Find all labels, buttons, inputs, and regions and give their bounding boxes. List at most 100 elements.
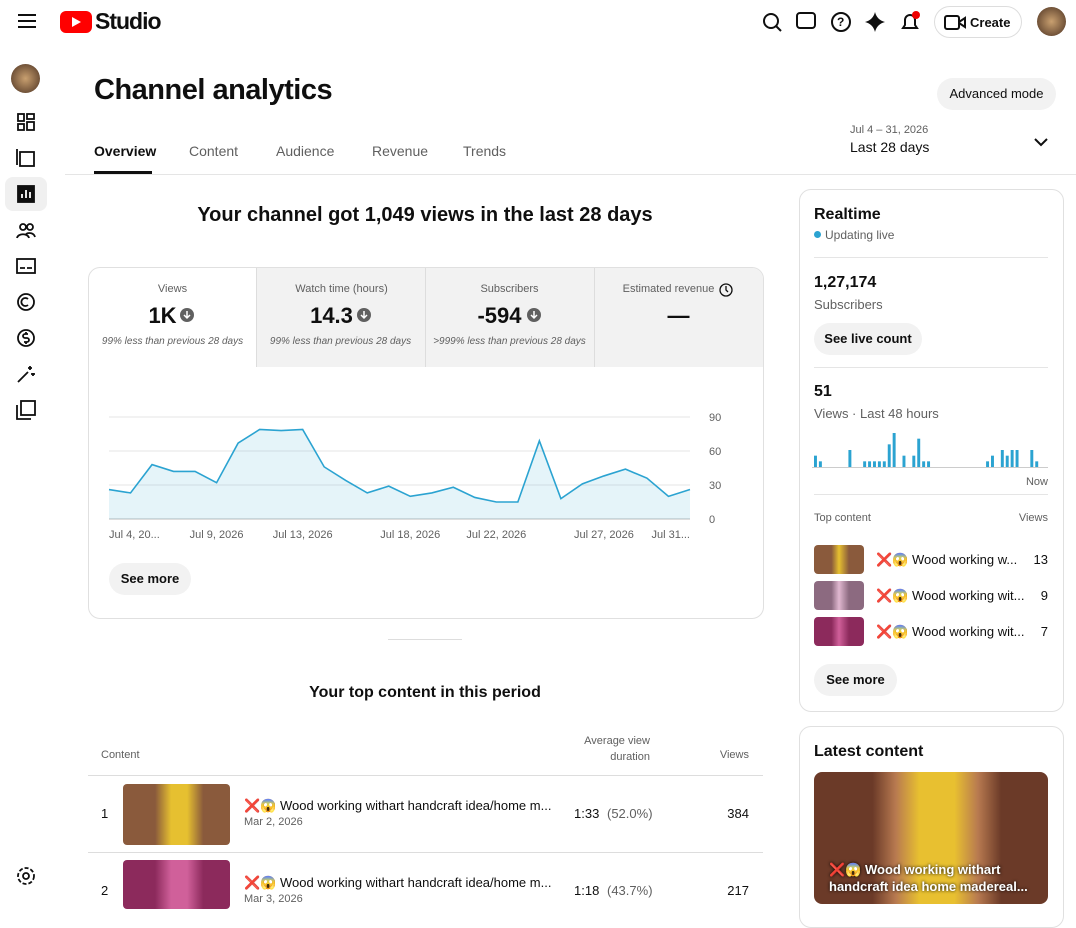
nav-dashboard[interactable] [16,112,36,132]
metric-note: 99% less than previous 28 days [269,336,412,347]
thumbnail[interactable] [814,617,864,646]
live-status: Updating live [825,228,895,242]
nav-settings[interactable] [16,866,36,886]
logo-text: Studio [95,8,162,34]
video-date: Mar 2, 2026 [244,816,303,828]
tab-indicator [94,171,152,174]
duration-percent: (52.0%) [607,806,653,821]
bar [927,461,931,467]
nav-copyright[interactable] [16,292,36,312]
rank: 1 [101,806,109,821]
metric-label[interactable]: Estimated revenue [622,283,715,295]
period[interactable]: Last 28 days [850,139,930,155]
x-tick-label: Jul 27, 2026 [574,529,634,541]
bar [917,438,921,467]
bar [922,461,926,467]
thumbnail[interactable] [123,784,230,845]
tab[interactable]: Revenue [372,143,429,159]
separator [425,268,426,367]
item-title[interactable]: ❌😱 Wood working wit... [876,588,1025,603]
x-tick-label: Jul 18, 2026 [380,529,440,541]
nav-audio[interactable] [16,400,36,420]
channel-avatar[interactable] [11,64,40,93]
bar [912,455,916,467]
see-more-button[interactable]: See more [814,664,897,696]
bar [868,461,872,467]
metric-label[interactable]: Views [157,283,188,295]
advanced-mode-button[interactable]: Advanced mode [937,78,1056,110]
live-dot [814,231,821,238]
create-label: Create [970,15,1011,30]
bar [1010,450,1014,467]
views: 217 [727,883,749,898]
separator [256,268,257,367]
nav-customize[interactable] [16,364,36,384]
analytics-page: Studio ? Create Channel analytics Advanc… [5,6,1076,928]
bar [882,461,886,467]
nav-subtitles[interactable] [16,256,36,276]
page: {"header": {"logo_text": "Studio", "crea… [5,6,1076,928]
realtime-title: Realtime [814,206,881,223]
menu-icon[interactable] [17,13,37,29]
x-tick-label: Jul 4, 20... [109,529,160,541]
area [109,429,690,519]
page-title: Channel analytics [94,74,333,106]
realtime-views: 51 [814,383,832,400]
y-tick-label: 60 [709,446,721,458]
y-tick-label: 90 [709,412,721,424]
rank: 2 [101,883,109,898]
see-more-button[interactable]: See more [109,563,191,595]
thumbnail[interactable] [814,545,864,574]
metric-label[interactable]: Subscribers [480,283,539,295]
item-title[interactable]: ❌😱 Wood working w... [876,552,1018,567]
video-title[interactable]: ❌😱 Wood working withart handcraft idea/h… [244,875,552,890]
live-count-button[interactable]: See live count [814,323,922,355]
metrics-card [88,267,764,619]
metric-note: >999% less than previous 28 days [433,336,586,347]
bar [991,455,994,467]
item-views: 13 [1033,552,1048,567]
period-dropdown[interactable] [1034,137,1048,147]
bar [1015,450,1019,467]
thumbnail[interactable] [814,581,864,610]
divider [388,639,462,640]
item-views: 7 [1040,624,1048,639]
metric-value: — [667,303,690,328]
headline: Your channel got 1,049 views in the last… [197,204,653,226]
avatar[interactable] [1037,7,1066,36]
tab[interactable]: Content [189,143,239,159]
nav-analytics[interactable] [16,184,36,204]
svg-text:?: ? [837,15,844,29]
header-icons[interactable]: ? [760,10,920,34]
metric-value: 1K [148,303,177,328]
tab[interactable]: Audience [276,143,335,159]
video-title[interactable]: ❌😱 Wood working withart handcraft idea/h… [244,798,552,813]
create-button[interactable]: Create [934,6,1022,38]
x-tick-label: Jul 22, 2026 [466,529,526,541]
nav-earn[interactable] [16,328,36,348]
bar [1005,455,1009,467]
views: 384 [727,806,749,821]
tab[interactable]: Overview [94,143,157,159]
bar [902,455,906,467]
thumbnail[interactable] [123,860,230,909]
metric-label[interactable]: Watch time (hours) [295,283,388,295]
realtime-card [799,189,1064,712]
logo-icon[interactable] [60,11,92,33]
y-tick-label: 30 [709,480,721,492]
tab[interactable]: Trends [463,143,507,159]
nav-community[interactable] [16,220,36,240]
divider [814,494,1048,495]
date-range: Jul 4 – 31, 2026 [850,124,929,136]
line-chart: 0 30 60 90 Jul 4, 20... Jul 9, 2026 Jul 13, 20… [108,412,721,541]
bar [1035,461,1039,467]
bar [892,433,896,467]
clock-icon [719,283,733,297]
nav-content[interactable] [16,148,36,168]
subscriber-label: Subscribers [814,297,883,312]
latest-thumbnail[interactable] [814,772,1048,904]
item-title[interactable]: ❌😱 Wood working wit... [876,624,1025,639]
metric-value: -594 [477,303,522,328]
line [108,428,691,503]
latest-video-title[interactable]: ❌😱 Wood working withart handcraft idea h… [829,862,1028,894]
